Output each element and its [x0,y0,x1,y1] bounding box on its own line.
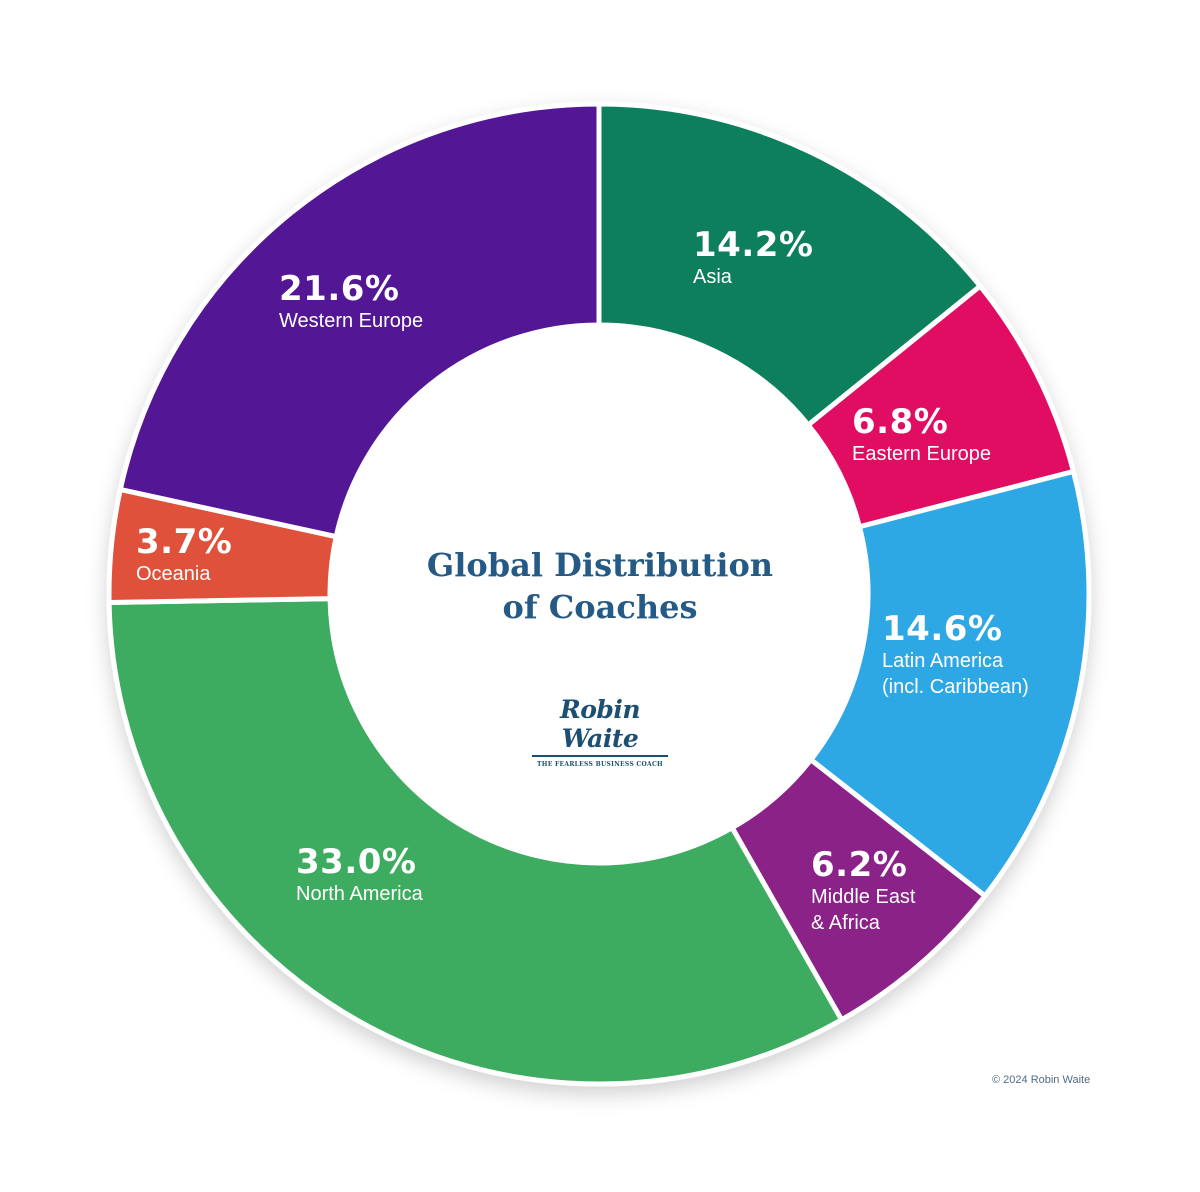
segment-name: North America [296,882,423,905]
chart-title-line-2: of Coaches [502,587,698,626]
segment-name: Middle East & Africa [811,885,916,934]
segment-label: 3.7% Oceania [136,522,233,587]
segment-percent: 33.0% [296,842,417,882]
logo-tagline: THE FEARLESS BUSINESS COACH [536,761,663,768]
segment-label: 14.2% Asia [693,225,814,290]
donut-hole [330,325,868,863]
segment-asia [596,101,984,429]
segment-percent: 21.6% [279,269,400,309]
segment-name: Latin America (incl. Caribbean) [882,649,1029,698]
segment-name: Oceania [136,562,211,585]
segment-percent: 6.8% [852,402,949,442]
segment-percent: 14.2% [693,225,814,265]
segment-percent: 6.2% [811,845,908,885]
segment-name: Western Europe [279,309,424,332]
segment-percent: 3.7% [136,522,233,562]
chart-title: Global Distribution of Coaches [380,545,820,628]
logo-underline [532,755,668,757]
segment-label: 21.6% Western Europe [279,269,424,334]
segment-name: Asia [693,265,732,288]
segment-label: 14.6% Latin America (incl. Caribbean) [882,609,1029,700]
chart-title-line-1: Global Distribution [426,546,774,584]
copyright-notice: © 2024 Robin Waite [992,1074,1091,1086]
segment-name: Eastern Europe [852,442,991,465]
logo-script: Robin Waite [559,695,641,753]
robin-waite-logo: Robin Waite THE FEARLESS BUSINESS COACH [520,695,680,768]
segment-label: 6.8% Eastern Europe [852,402,991,467]
segment-label: 33.0% North America [296,842,423,907]
segment-label: 6.2% Middle East & Africa [811,845,916,936]
segment-percent: 14.6% [882,609,1003,649]
